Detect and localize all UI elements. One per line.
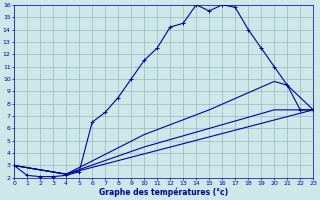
X-axis label: Graphe des températures (°c): Graphe des températures (°c) [99,188,228,197]
